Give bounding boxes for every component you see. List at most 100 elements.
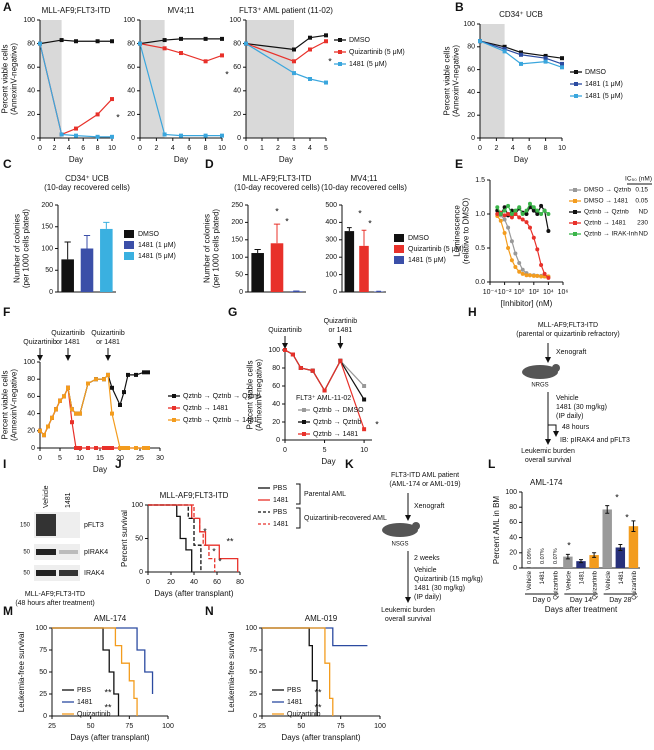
y-tick-label: 0 bbox=[139, 569, 143, 576]
x-tick-label: 0 bbox=[244, 145, 248, 152]
survival-curve bbox=[52, 627, 154, 694]
y-tick-label: 50 bbox=[39, 669, 47, 676]
diagram-text: NSGS bbox=[391, 542, 408, 548]
legend-label: DMSO → 1481 bbox=[584, 198, 628, 205]
x-axis-label: Day bbox=[279, 155, 293, 164]
data-point bbox=[110, 39, 114, 44]
data-point bbox=[102, 446, 106, 450]
x-tick-label: 0 bbox=[146, 579, 150, 586]
legend-label: Qztnb → IRAK-Inh bbox=[584, 231, 638, 238]
data-point bbox=[146, 446, 150, 450]
legend-swatch bbox=[394, 256, 404, 264]
legend-label: 1481 (5 μM) bbox=[138, 253, 176, 260]
data-point bbox=[498, 218, 503, 223]
shaded-region bbox=[40, 20, 62, 138]
panel-label: A bbox=[3, 0, 12, 14]
data-point bbox=[179, 36, 183, 41]
y-tick-label: 40 bbox=[27, 88, 35, 95]
x-axis-label: Days (after transplant) bbox=[281, 733, 360, 742]
bar bbox=[563, 556, 573, 568]
series-line bbox=[39, 373, 148, 449]
legend-label: 1481 (1 μM) bbox=[138, 242, 176, 249]
y-axis-label: (AnnexinV-negative) bbox=[10, 43, 19, 115]
data-point bbox=[146, 370, 150, 375]
data-point bbox=[118, 403, 122, 407]
annotation: Quizartinib bbox=[51, 330, 85, 337]
data-point bbox=[66, 385, 70, 390]
legend-marker bbox=[302, 408, 306, 412]
data-point bbox=[506, 225, 511, 230]
significance: * bbox=[116, 112, 120, 122]
panel-label: M bbox=[3, 604, 13, 618]
annotation: or 1481 bbox=[56, 339, 80, 346]
x-tick-label: 75 bbox=[337, 723, 345, 730]
legend-swatch bbox=[394, 234, 404, 242]
data-point bbox=[527, 225, 532, 230]
significance: * bbox=[615, 492, 619, 502]
legend-label: Qztnb → 1481 bbox=[183, 405, 228, 412]
series-line bbox=[284, 349, 365, 392]
data-point bbox=[535, 212, 540, 216]
significance: * bbox=[328, 56, 332, 66]
y-tick-label: 60 bbox=[27, 64, 35, 71]
y-tick-label: 0.5 bbox=[475, 245, 485, 252]
significance: ** bbox=[104, 702, 112, 712]
y-tick-label: 150 bbox=[231, 237, 243, 244]
annotation: or 1481 bbox=[328, 327, 352, 334]
x-tick-label: 10 bbox=[360, 447, 368, 454]
y-axis-label: Leukemia-free survival bbox=[227, 632, 236, 713]
data-point bbox=[478, 39, 482, 44]
data-point bbox=[292, 47, 296, 52]
survival-curve bbox=[262, 627, 334, 716]
data-point bbox=[560, 56, 564, 61]
y-tick-label: 200 bbox=[231, 219, 243, 226]
y-tick-label: 80 bbox=[272, 365, 280, 372]
y-tick-label: 200 bbox=[41, 202, 53, 209]
x-tick-label: 2 bbox=[52, 145, 56, 152]
data-point bbox=[531, 273, 536, 278]
series-line bbox=[497, 213, 549, 278]
y-tick-label: 0 bbox=[31, 135, 35, 142]
legend-marker bbox=[574, 94, 578, 98]
data-point bbox=[546, 212, 551, 216]
legend-swatch bbox=[124, 230, 134, 238]
diagram-text: Leukemic burden bbox=[521, 448, 575, 455]
data-point bbox=[517, 260, 522, 265]
data-point bbox=[527, 273, 532, 278]
data-point bbox=[122, 390, 126, 395]
y-axis-label: (per 1000 cells plated) bbox=[212, 209, 221, 288]
y-tick-label: 500 bbox=[325, 202, 337, 209]
y-tick-label: 100 bbox=[41, 245, 53, 252]
band bbox=[36, 549, 56, 555]
y-tick-label: 60 bbox=[467, 66, 475, 73]
data-point bbox=[362, 384, 367, 388]
panel-label: E bbox=[455, 157, 463, 171]
data-point bbox=[519, 52, 523, 57]
data-point bbox=[70, 407, 74, 412]
diagram-text: Quizartinib (15 mg/kg) bbox=[414, 576, 483, 583]
x-tick-label: 100 bbox=[162, 723, 174, 730]
y-tick-label: 0 bbox=[237, 135, 241, 142]
panel-label: N bbox=[205, 604, 214, 618]
y-tick-label: 50 bbox=[249, 669, 257, 676]
data-point bbox=[54, 407, 58, 412]
error-bar bbox=[592, 552, 597, 558]
significance: ** bbox=[314, 702, 322, 712]
data-point bbox=[502, 208, 507, 213]
blot-panel bbox=[34, 544, 80, 560]
y-tick-label: 100 bbox=[229, 17, 241, 24]
x-tick-label: 10⁶ bbox=[558, 289, 569, 296]
data-point bbox=[535, 273, 540, 278]
data-point bbox=[506, 246, 511, 250]
diagram-text: Xenograft bbox=[556, 349, 586, 356]
x-tick-label: 100 bbox=[374, 723, 386, 730]
annotation: Quizartinib bbox=[324, 318, 358, 325]
legend-label: Quizartinib bbox=[287, 711, 321, 718]
y-tick-label: 250 bbox=[231, 202, 243, 209]
data-point bbox=[203, 36, 208, 41]
y-tick-label: 60 bbox=[272, 383, 280, 390]
data-point bbox=[324, 80, 328, 85]
data-point bbox=[126, 372, 130, 377]
x-tick-label: 6 bbox=[527, 145, 531, 152]
data-point bbox=[308, 35, 312, 40]
